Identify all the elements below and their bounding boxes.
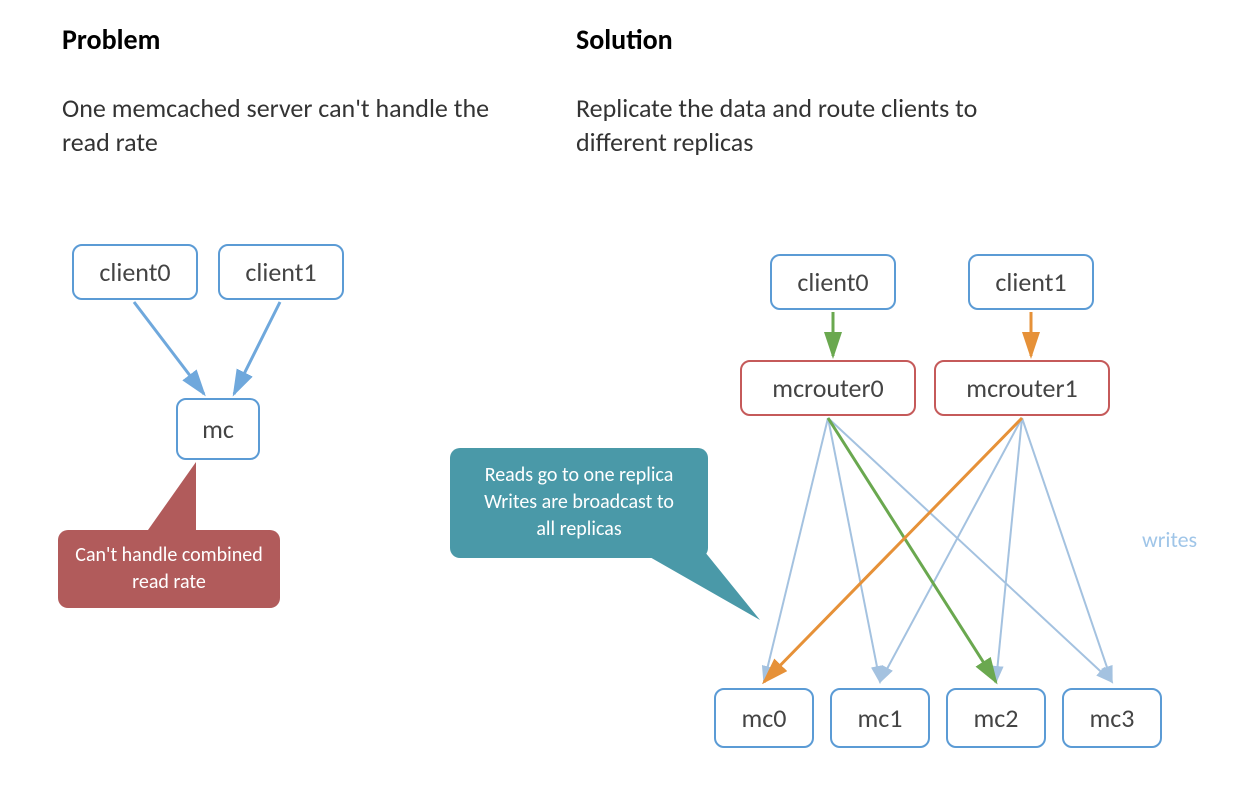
problem-heading: Problem — [62, 22, 160, 57]
node-mc: mc — [176, 398, 260, 460]
node-mc0: mc0 — [714, 688, 814, 748]
solution-description: Replicate the data and route clients to … — [576, 92, 1056, 160]
writes-label: writes — [1142, 526, 1197, 553]
problem-description: One memcached server can't handle the re… — [62, 92, 492, 160]
node-mcrouter0: mcrouter0 — [740, 360, 916, 416]
node-client0: client0 — [72, 244, 198, 300]
node-mc1: mc1 — [830, 688, 930, 748]
node-mc3: mc3 — [1062, 688, 1162, 748]
node-client1: client1 — [218, 244, 344, 300]
solution-callout-line3: all replicas — [536, 517, 621, 541]
solution-heading: Solution — [576, 22, 673, 57]
solution-callout-line2: Writes are broadcast to — [484, 490, 674, 514]
problem-callout: Can't handle combined read rate — [58, 530, 280, 608]
node-s_client1: client1 — [968, 254, 1094, 310]
solution-callout-line1: Reads go to one replica — [485, 463, 674, 487]
problem-callout-text: Can't handle combined read rate — [70, 542, 268, 596]
node-mc2: mc2 — [946, 688, 1046, 748]
solution-callout: Reads go to one replica Writes are broad… — [450, 448, 708, 558]
node-s_client0: client0 — [770, 254, 896, 310]
node-mcrouter1: mcrouter1 — [934, 360, 1110, 416]
